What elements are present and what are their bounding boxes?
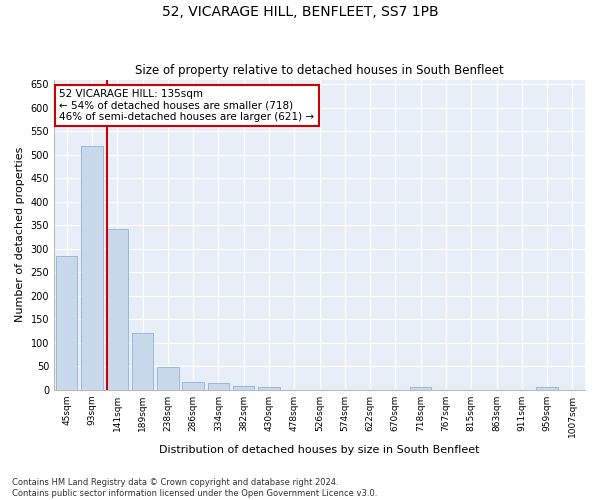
Bar (182, 382, 204, 390)
Text: Contains HM Land Registry data © Crown copyright and database right 2024.
Contai: Contains HM Land Registry data © Crown c… (12, 478, 377, 498)
Text: 52, VICARAGE HILL, BENFLEET, SS7 1PB: 52, VICARAGE HILL, BENFLEET, SS7 1PB (161, 5, 439, 19)
Y-axis label: Number of detached properties: Number of detached properties (15, 147, 25, 322)
Bar (56, 256, 77, 390)
Bar (258, 388, 280, 390)
Bar (132, 334, 153, 390)
Text: 52 VICARAGE HILL: 135sqm
← 54% of detached houses are smaller (718)
46% of semi-: 52 VICARAGE HILL: 135sqm ← 54% of detach… (59, 89, 314, 122)
Bar (81, 146, 103, 390)
X-axis label: Distribution of detached houses by size in South Benfleet: Distribution of detached houses by size … (159, 445, 480, 455)
Bar (208, 383, 229, 390)
Bar (233, 386, 254, 390)
Bar (107, 229, 128, 390)
Bar (157, 367, 179, 390)
Bar (536, 388, 558, 390)
Title: Size of property relative to detached houses in South Benfleet: Size of property relative to detached ho… (135, 64, 504, 77)
Bar (410, 388, 431, 390)
